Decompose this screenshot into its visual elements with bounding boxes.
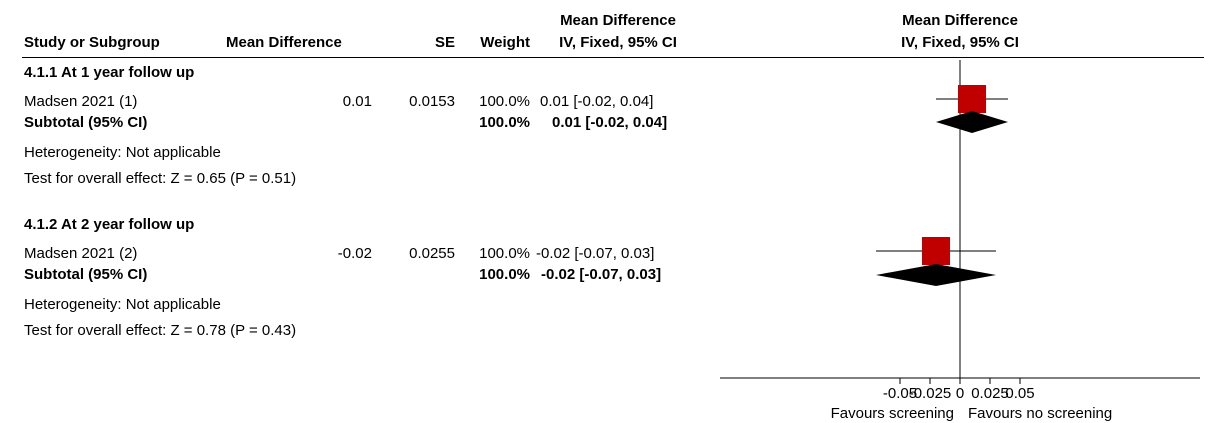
study-weight: 100.0%	[479, 245, 530, 262]
header-se: SE	[434, 34, 455, 51]
subtotal-weight: 100.0%	[479, 266, 530, 283]
study-ci: 0.01 [-0.02, 0.04]	[540, 93, 654, 110]
study-name: Madsen 2021 (2)	[24, 245, 138, 262]
overall-effect-text: Test for overall effect: Z = 0.65 (P = 0…	[24, 170, 297, 187]
heterogeneity-text: Heterogeneity: Not applicable	[24, 296, 221, 313]
study-square	[958, 85, 986, 113]
study-mean-difference: -0.02	[337, 245, 372, 262]
plot-header-subtitle: IV, Fixed, 95% CI	[901, 34, 1019, 51]
subtotal-label: Subtotal (95% CI)	[24, 114, 148, 131]
study-square	[922, 237, 950, 265]
study-ci: -0.02 [-0.07, 0.03]	[536, 245, 655, 262]
group-title: 4.1.1 At 1 year follow up	[24, 64, 195, 81]
study-se: 0.0255	[409, 245, 455, 262]
subtotal-ci: 0.01 [-0.02, 0.04]	[552, 114, 668, 131]
favours-left-label: Favours screening	[831, 405, 954, 422]
overall-effect-text: Test for overall effect: Z = 0.78 (P = 0…	[24, 322, 297, 339]
x-tick-label: 0.05	[1005, 385, 1034, 402]
subtotal-diamond	[936, 111, 1008, 133]
header-mean-difference: Mean Difference	[226, 34, 342, 51]
heterogeneity-text: Heterogeneity: Not applicable	[24, 144, 221, 161]
plot-header-title: Mean Difference	[902, 12, 1018, 29]
study-mean-difference: 0.01	[342, 93, 372, 110]
header-ci-subtitle: IV, Fixed, 95% CI	[559, 34, 677, 51]
header-rule	[22, 57, 1204, 58]
subtotal-diamond	[876, 264, 996, 286]
group-title: 4.1.2 At 2 year follow up	[24, 216, 195, 233]
x-tick-label: 0.025	[971, 385, 1009, 402]
study-weight: 100.0%	[479, 93, 530, 110]
x-tick-label: -0.025	[909, 385, 952, 402]
x-tick-label: -0.05	[883, 385, 917, 402]
header-ci-title: Mean Difference	[560, 12, 676, 29]
header-weight: Weight	[480, 34, 530, 51]
subtotal-label: Subtotal (95% CI)	[24, 266, 148, 283]
favours-right-label: Favours no screening	[968, 405, 1112, 422]
subtotal-weight: 100.0%	[479, 114, 530, 131]
header-study: Study or Subgroup	[24, 34, 160, 51]
subtotal-ci: -0.02 [-0.07, 0.03]	[541, 266, 662, 283]
study-name: Madsen 2021 (1)	[24, 93, 138, 110]
study-se: 0.0153	[409, 93, 455, 110]
x-tick-label: 0	[956, 385, 964, 402]
